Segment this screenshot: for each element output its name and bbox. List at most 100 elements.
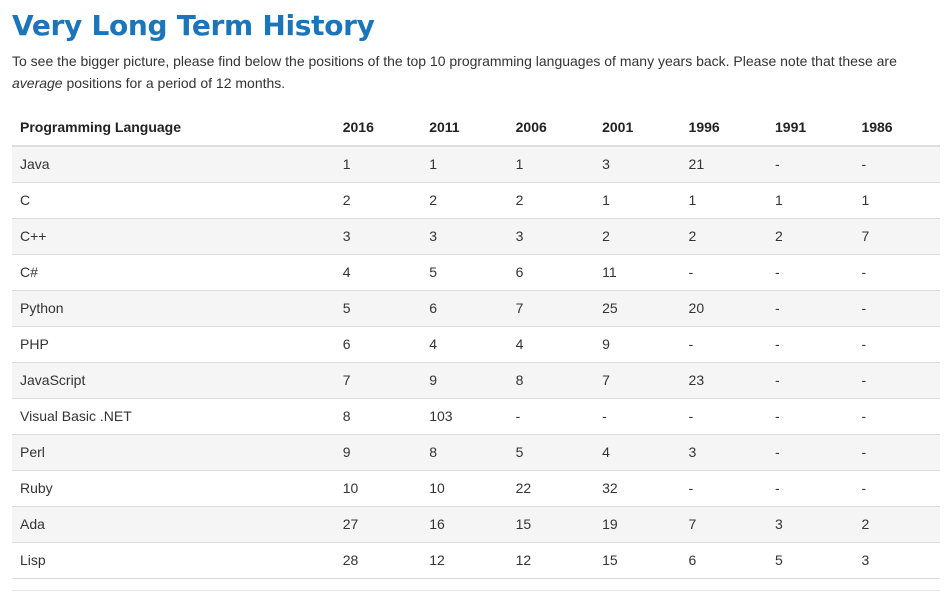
position-cell: - xyxy=(680,253,767,290)
position-cell: 22 xyxy=(507,469,595,506)
position-cell: - xyxy=(680,325,767,362)
intro-emphasis: average xyxy=(12,75,63,91)
position-cell: 1 xyxy=(421,145,508,182)
table-row: JavaScript 7 9 8 7 23- - xyxy=(12,361,940,398)
position-cell: 8 xyxy=(507,361,595,398)
position-cell: - xyxy=(680,397,767,434)
language-name-cell: Ada xyxy=(12,505,335,542)
position-cell: 4 xyxy=(594,433,681,470)
bottom-divider xyxy=(12,590,940,591)
position-cell: 6 xyxy=(421,289,508,326)
position-cell: 9 xyxy=(421,361,508,398)
position-cell: 4 xyxy=(334,253,422,290)
table-header: Programming Language 2016 2011 2006 2001 1996… xyxy=(12,108,940,147)
position-cell: 9 xyxy=(594,325,681,362)
table-row: Java 1 1 1 3 21- - xyxy=(12,145,940,182)
position-cell: 1 xyxy=(853,181,940,218)
position-cell: 6 xyxy=(507,253,595,290)
position-cell: 7 xyxy=(507,289,595,326)
position-cell: 1 xyxy=(680,181,767,218)
position-cell: 7 xyxy=(853,217,940,254)
position-cell: 5 xyxy=(507,433,595,470)
position-cell: 3 xyxy=(334,217,422,254)
language-name-cell: Ruby xyxy=(12,469,335,506)
position-cell: 12 xyxy=(507,541,595,579)
table-row: Ada 27 16 15 19 7 3 2 xyxy=(12,505,940,542)
position-cell: 2 xyxy=(421,181,508,218)
page-title: Very Long Term History xyxy=(12,9,375,42)
language-name-cell: Visual Basic .NET xyxy=(12,397,335,434)
position-cell: 21 xyxy=(680,145,767,182)
column-header-year: 2011 xyxy=(421,108,508,147)
position-cell: - xyxy=(853,469,940,506)
column-header-year: 1986 xyxy=(853,108,940,147)
table-row: PHP 6 4 4 9- - - xyxy=(12,325,940,362)
intro-text-before: To see the bigger picture, please find b… xyxy=(12,53,897,69)
position-cell: 2 xyxy=(767,217,854,254)
position-cell: - xyxy=(853,325,940,362)
position-cell: 7 xyxy=(334,361,422,398)
position-cell: - xyxy=(767,325,854,362)
position-cell: 16 xyxy=(421,505,508,542)
table-row: C++ 3 3 3 2 2 2 7 xyxy=(12,217,940,254)
position-cell: 3 xyxy=(507,217,595,254)
position-cell: 6 xyxy=(334,325,422,362)
position-cell: - xyxy=(767,433,854,470)
position-cell: - xyxy=(767,253,854,290)
position-cell: 2 xyxy=(334,181,422,218)
position-cell: 20 xyxy=(680,289,767,326)
position-cell: 23 xyxy=(680,361,767,398)
position-cell: 3 xyxy=(767,505,854,542)
position-cell: 1 xyxy=(507,145,595,182)
position-cell: 2 xyxy=(853,505,940,542)
position-cell: 9 xyxy=(334,433,422,470)
position-cell: - xyxy=(767,469,854,506)
position-cell: 7 xyxy=(680,505,767,542)
column-header-year: 1991 xyxy=(767,108,854,147)
position-cell: 11 xyxy=(594,253,681,290)
table-row: Perl 9 8 5 4 3- - xyxy=(12,433,940,470)
position-cell: 19 xyxy=(594,505,681,542)
position-cell: - xyxy=(680,469,767,506)
position-cell: 4 xyxy=(421,325,508,362)
page: Very Long Term History To see the bigger… xyxy=(12,9,940,591)
position-cell: - xyxy=(767,397,854,434)
position-cell: 5 xyxy=(334,289,422,326)
language-name-cell: C xyxy=(12,181,335,218)
position-cell: 7 xyxy=(594,361,681,398)
position-cell: - xyxy=(767,145,854,182)
position-cell: 5 xyxy=(767,541,854,579)
position-cell: 15 xyxy=(594,541,681,579)
position-cell: 3 xyxy=(421,217,508,254)
language-name-cell: Lisp xyxy=(12,541,335,579)
position-cell: - xyxy=(507,397,595,434)
position-cell: 1 xyxy=(334,145,422,182)
history-table: Programming Language 2016 2011 2006 2001 1996… xyxy=(12,108,940,579)
table-row: Python 5 6 7 25 20- - xyxy=(12,289,940,326)
language-name-cell: JavaScript xyxy=(12,361,335,398)
position-cell: 10 xyxy=(421,469,508,506)
position-cell: 1 xyxy=(594,181,681,218)
table-row: Ruby 10 10 22 32- - - xyxy=(12,469,940,506)
position-cell: 8 xyxy=(421,433,508,470)
position-cell: 5 xyxy=(421,253,508,290)
language-name-cell: C++ xyxy=(12,217,335,254)
position-cell: 25 xyxy=(594,289,681,326)
position-cell: 2 xyxy=(594,217,681,254)
language-name-cell: Perl xyxy=(12,433,335,470)
position-cell: - xyxy=(594,397,681,434)
position-cell: 32 xyxy=(594,469,681,506)
position-cell: 10 xyxy=(334,469,422,506)
position-cell: - xyxy=(853,397,940,434)
language-name-cell: PHP xyxy=(12,325,335,362)
position-cell: 1 xyxy=(767,181,854,218)
position-cell: 2 xyxy=(507,181,595,218)
position-cell: 4 xyxy=(507,325,595,362)
position-cell: 6 xyxy=(680,541,767,579)
position-cell: - xyxy=(767,289,854,326)
position-cell: 12 xyxy=(421,541,508,579)
header-row: Programming Language 2016 2011 2006 2001 1996… xyxy=(12,108,940,147)
column-header-language: Programming Language xyxy=(12,108,335,147)
position-cell: 15 xyxy=(507,505,595,542)
